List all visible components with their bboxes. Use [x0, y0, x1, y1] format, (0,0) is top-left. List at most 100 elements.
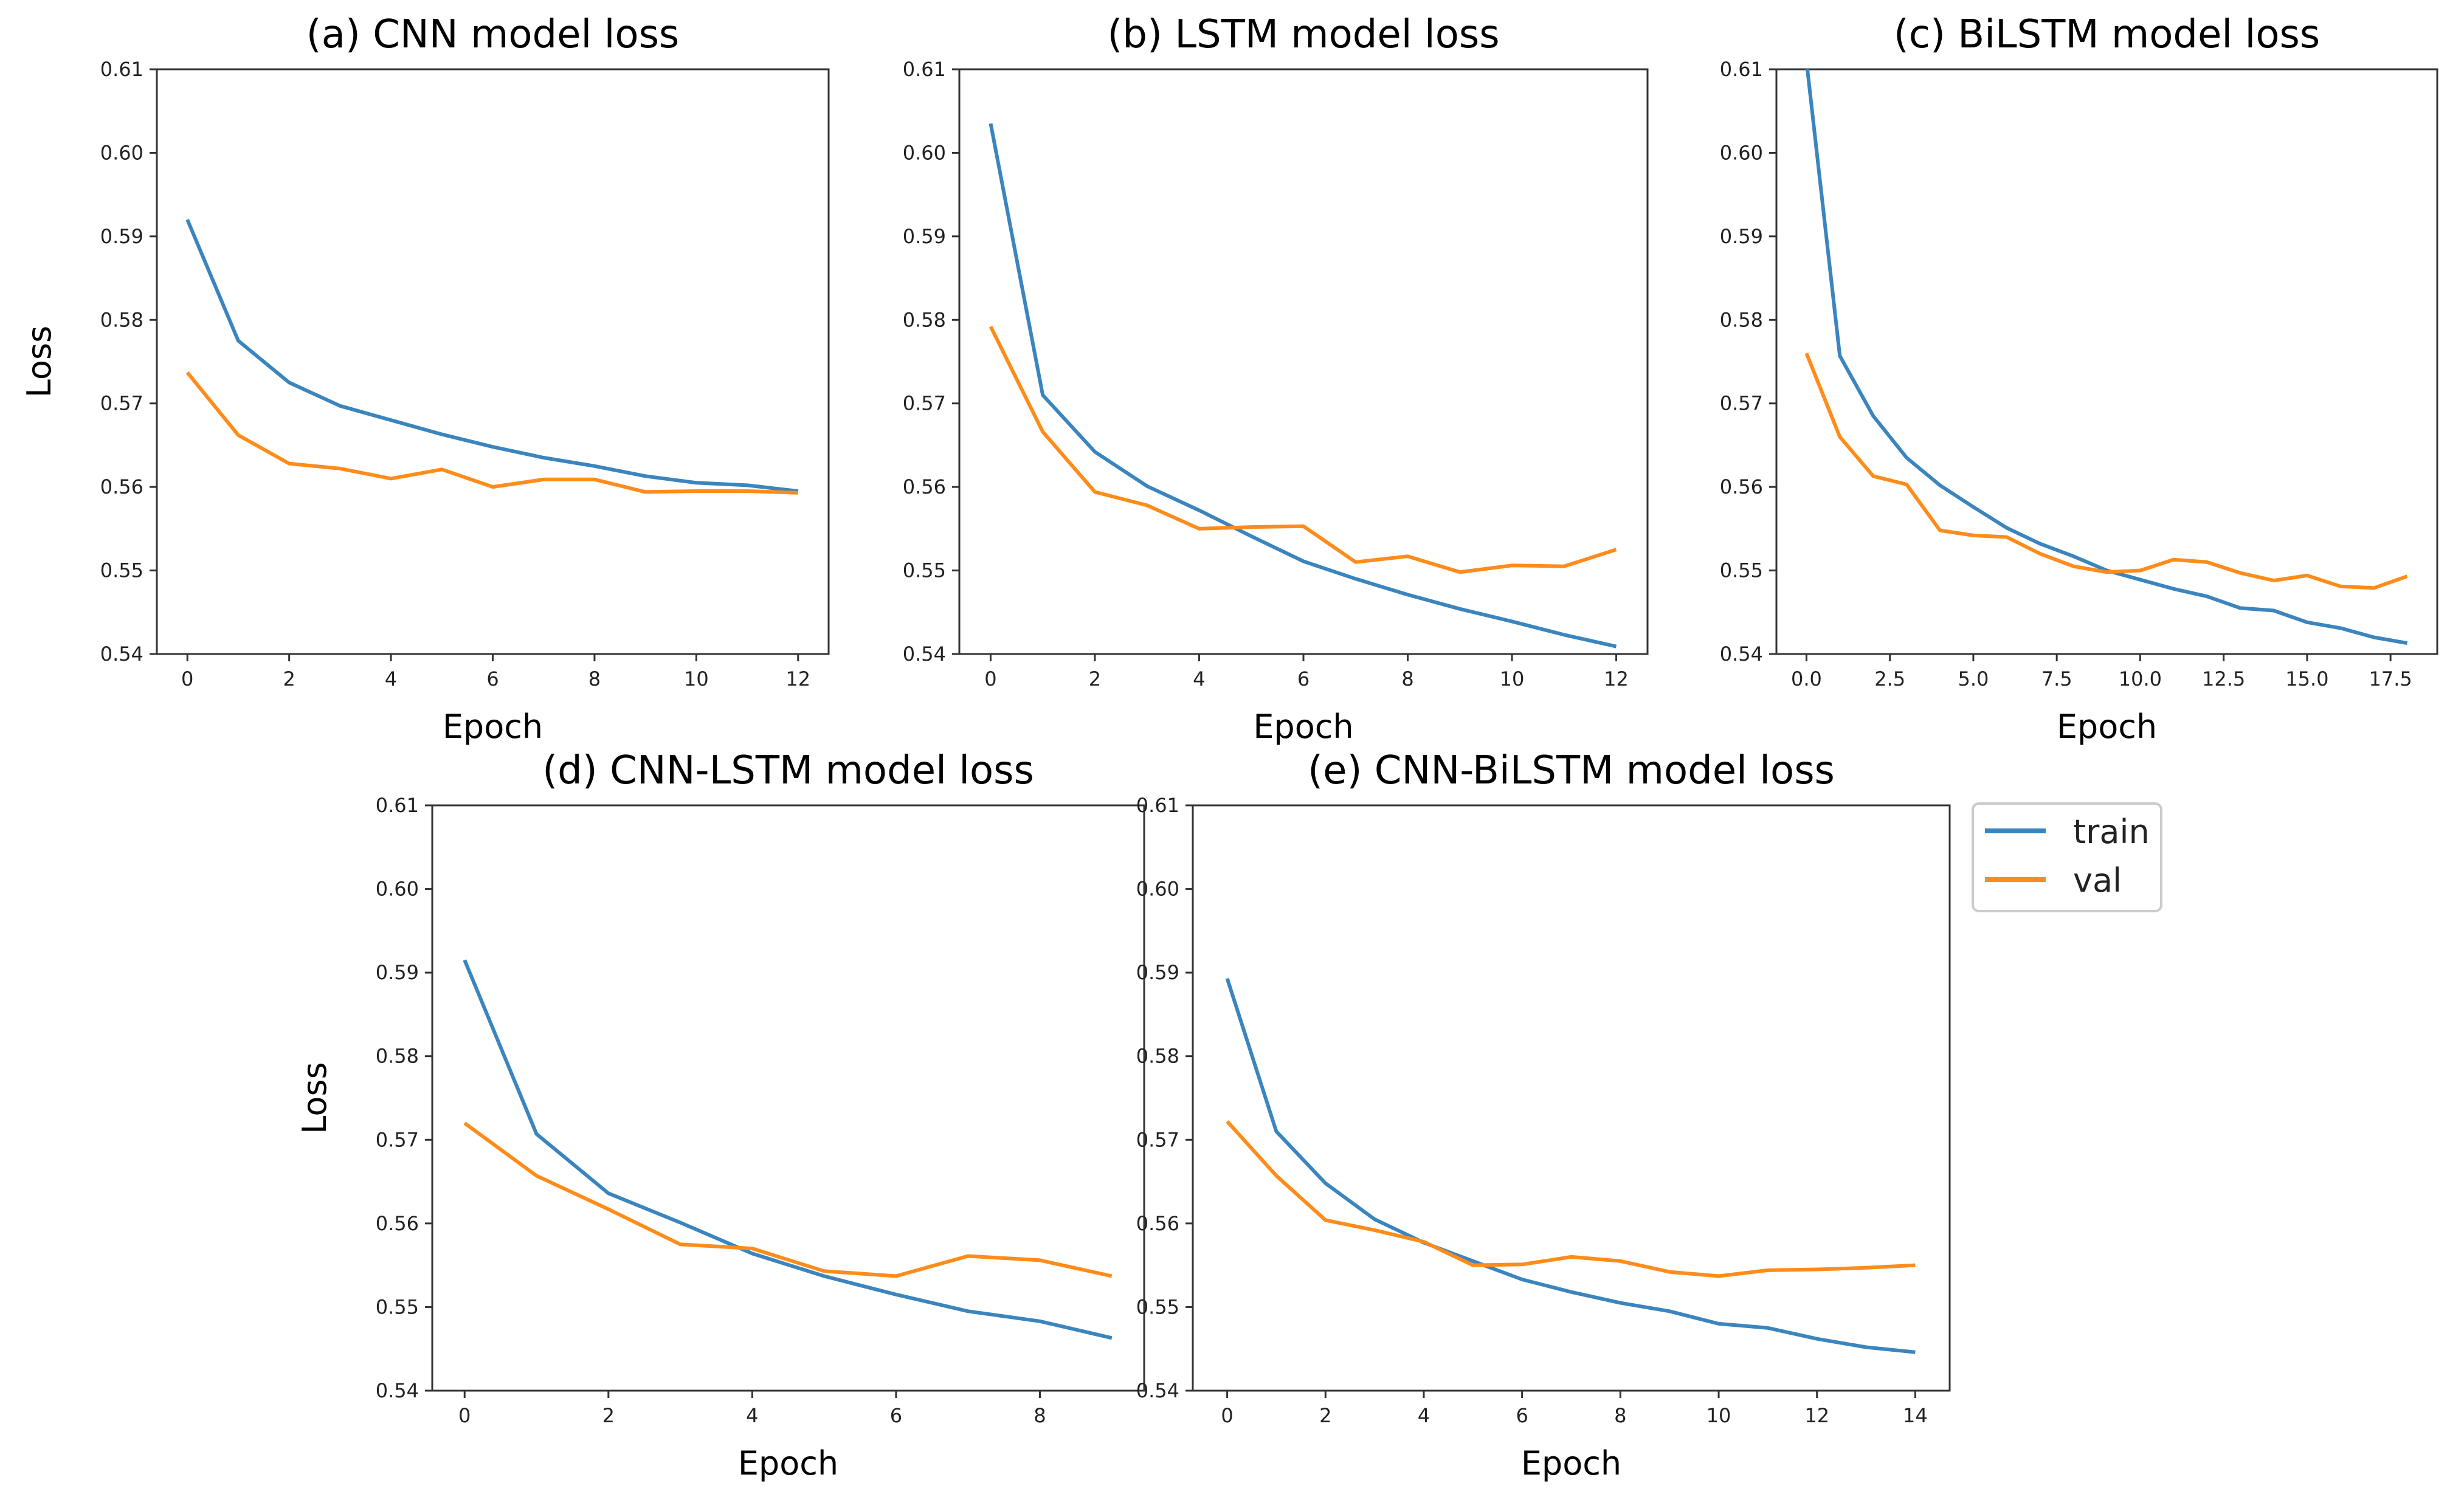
x-tick-label: 14	[1903, 1404, 1928, 1427]
series-line-val	[1804, 353, 2408, 590]
x-tick-label: 15.0	[2285, 667, 2328, 690]
x-tick-label: 2.5	[1874, 667, 1905, 690]
x-axis-label: Epoch	[2057, 707, 2157, 746]
chart-title: (a) CNN model loss	[306, 12, 680, 57]
x-tick-label: 12	[785, 667, 810, 690]
y-tick-label: 0.58	[1136, 1045, 1179, 1068]
chart-panel-4: 0.54 0.55 0.56 0.57 0.58 0.59 0.60 0.61 0 2 4 6 8 10 1…	[1136, 748, 1951, 1482]
x-tick-label: 6	[486, 667, 499, 690]
x-tick-label: 2	[1319, 1404, 1331, 1427]
x-axis-label: Epoch	[1253, 707, 1353, 746]
y-tick-label: 0.55	[1720, 559, 1763, 582]
x-tick-label: 0.0	[1791, 667, 1822, 690]
x-tick-label: 4	[1418, 1404, 1430, 1427]
plot-frame	[156, 68, 830, 655]
y-tick-label: 0.61	[903, 58, 946, 81]
chart-panel-1: 0.54 0.55 0.56 0.57 0.58 0.59 0.60 0.61 0 2 4 6 8 10 1…	[903, 12, 1649, 746]
y-tick-label: 0.58	[1720, 308, 1763, 331]
x-axis-label: Epoch	[1521, 1444, 1621, 1482]
x-tick-label: 8	[1401, 667, 1413, 690]
y-tick-label: 0.61	[100, 58, 143, 81]
series-line-val	[1226, 1120, 1916, 1278]
y-axis-label: Loss	[295, 1062, 334, 1134]
y-tick-label: 0.57	[903, 392, 946, 415]
x-tick-label: 6	[1297, 667, 1310, 690]
x-tick-label: 10.0	[2119, 667, 2162, 690]
x-tick-label: 12	[1804, 1404, 1829, 1427]
y-tick-label: 0.61	[1136, 794, 1179, 817]
x-tick-label: 4	[1193, 667, 1205, 690]
y-tick-label: 0.59	[1720, 225, 1763, 248]
plot-frame	[431, 804, 1145, 1392]
y-tick-label: 0.61	[376, 794, 419, 817]
x-tick-label: 6	[1516, 1404, 1528, 1427]
x-tick-label: 5.0	[1958, 667, 1989, 690]
x-tick-label: 0	[181, 667, 193, 690]
y-tick-label: 0.54	[903, 642, 946, 666]
y-tick-label: 0.58	[903, 308, 946, 331]
series-line-train	[463, 959, 1113, 1340]
x-tick-label: 10	[1707, 1404, 1731, 1427]
y-tick-label: 0.61	[1720, 58, 1763, 81]
x-axis-label: Epoch	[443, 707, 543, 746]
series-line-train	[1805, 69, 2408, 645]
y-tick-label: 0.59	[100, 225, 143, 248]
plot-frame	[1775, 68, 2438, 655]
x-tick-label: 12	[1604, 667, 1629, 690]
x-tick-label: 12.5	[2202, 667, 2245, 690]
series-line-train	[989, 123, 1617, 649]
y-tick-label: 0.59	[376, 961, 419, 984]
series-line-val	[185, 371, 798, 495]
y-tick-label: 0.60	[100, 141, 143, 164]
y-tick-label: 0.58	[376, 1045, 419, 1068]
x-tick-label: 10	[1500, 667, 1525, 690]
y-tick-label: 0.55	[903, 559, 946, 582]
legend-label-val: val	[2073, 861, 2122, 900]
y-axis-label: Loss	[20, 326, 58, 398]
series-line-val	[463, 1121, 1113, 1278]
y-tick-label: 0.59	[1136, 961, 1179, 984]
x-tick-label: 0	[984, 667, 996, 690]
series-line-val	[989, 325, 1617, 574]
y-tick-label: 0.54	[1720, 642, 1763, 666]
y-tick-label: 0.54	[376, 1379, 419, 1402]
series-line-train	[185, 219, 799, 493]
y-tick-label: 0.57	[1720, 392, 1763, 415]
x-tick-label: 8	[1034, 1404, 1046, 1427]
x-tick-label: 6	[890, 1404, 902, 1427]
y-tick-label: 0.58	[100, 308, 143, 331]
y-tick-label: 0.56	[1136, 1212, 1179, 1235]
x-tick-label: 4	[746, 1404, 758, 1427]
y-tick-label: 0.57	[1136, 1128, 1179, 1151]
x-tick-label: 8	[588, 667, 601, 690]
x-tick-label: 2	[283, 667, 295, 690]
chart-title: (c) BiLSTM model loss	[1894, 12, 2320, 57]
chart-title: (e) CNN-BiLSTM model loss	[1308, 748, 1835, 793]
legend: train val	[1972, 802, 2162, 912]
y-tick-label: 0.60	[1136, 878, 1179, 901]
y-tick-label: 0.57	[376, 1128, 419, 1151]
chart-panel-0: 0.54 0.55 0.56 0.57 0.58 0.59 0.60 0.61 0 2 4 6 8 10 1…	[20, 12, 830, 746]
y-tick-label: 0.56	[100, 475, 143, 498]
chart-panel-3: 0.54 0.55 0.56 0.57 0.58 0.59 0.60 0.61 0 2 4 6 8 (d)…	[295, 748, 1145, 1482]
y-tick-label: 0.55	[1136, 1295, 1179, 1318]
x-tick-label: 10	[684, 667, 709, 690]
series-line-train	[1225, 977, 1916, 1354]
x-tick-label: 0	[458, 1404, 471, 1427]
x-tick-label: 7.5	[2041, 667, 2072, 690]
x-axis-label: Epoch	[738, 1444, 838, 1482]
plot-frame	[1192, 804, 1951, 1392]
y-tick-label: 0.59	[903, 225, 946, 248]
y-tick-label: 0.55	[376, 1295, 419, 1318]
y-tick-label: 0.60	[1720, 141, 1763, 164]
x-tick-label: 2	[1089, 667, 1101, 690]
x-tick-label: 2	[602, 1404, 615, 1427]
chart-panel-2: 0.54 0.55 0.56 0.57 0.58 0.59 0.60 0.61 0.0 2.5 5.…	[1720, 12, 2438, 746]
y-tick-label: 0.56	[376, 1212, 419, 1235]
y-tick-label: 0.60	[903, 141, 946, 164]
x-tick-label: 0	[1221, 1404, 1233, 1427]
y-tick-label: 0.60	[376, 878, 419, 901]
legend-label-train: train	[2073, 813, 2150, 851]
chart-title: (b) LSTM model loss	[1107, 12, 1499, 57]
y-tick-label: 0.56	[1720, 475, 1763, 498]
